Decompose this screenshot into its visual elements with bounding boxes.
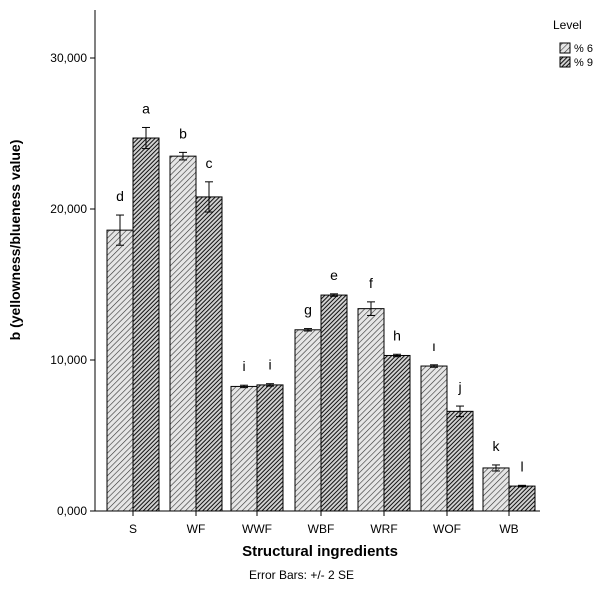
legend-label-series-2: % 9 <box>574 57 593 69</box>
significance-letter: k <box>493 438 501 454</box>
significance-letter: l <box>520 458 523 474</box>
significance-letter: g <box>304 302 312 318</box>
bar-wb-series-1 <box>482 467 510 512</box>
y-tick-label: 20,000 <box>50 202 87 216</box>
significance-letter: j <box>457 379 461 395</box>
x-tick-label: WRF <box>370 522 397 536</box>
legend-swatch-series-2 <box>559 56 571 68</box>
x-tick-label: S <box>129 522 137 536</box>
bar-wf-series-1 <box>169 155 197 512</box>
significance-letter: i <box>268 357 271 373</box>
significance-letter: h <box>393 327 401 343</box>
x-tick-label: WOF <box>433 522 461 536</box>
y-axis-title: b (yellowness/blueness value) <box>7 140 23 341</box>
x-axis-title: Structural ingredients <box>242 543 398 560</box>
legend-swatch-series-1 <box>559 42 571 54</box>
x-tick-label: WB <box>499 522 518 536</box>
bar-wof-series-1 <box>420 365 448 512</box>
bar-wwf-series-1 <box>230 385 258 512</box>
y-tick-label: 10,000 <box>50 353 87 367</box>
bar-wwf-series-2 <box>256 384 284 512</box>
significance-letter: b <box>179 125 187 141</box>
bar-wb-series-2 <box>508 485 536 512</box>
bar-wrf-series-2 <box>383 354 411 512</box>
y-tick-label: 0,000 <box>57 504 87 518</box>
legend-label-series-1: % 6 <box>574 43 593 55</box>
significance-letter: a <box>142 100 150 116</box>
x-tick-label: WWF <box>242 522 272 536</box>
bar-wbf-series-2 <box>320 294 348 512</box>
significance-letter: f <box>369 275 373 291</box>
y-tick-label: 30,000 <box>50 51 87 65</box>
bar-wof-series-2 <box>446 410 474 512</box>
bar-s-series-2 <box>132 137 160 512</box>
significance-letter: d <box>116 188 124 204</box>
bar-s-series-1 <box>106 229 134 512</box>
significance-letter: c <box>206 155 213 171</box>
significance-letter: i <box>242 358 245 374</box>
x-tick-label: WBF <box>308 522 335 536</box>
x-tick-label: WF <box>187 522 206 536</box>
bar-wbf-series-1 <box>294 329 322 512</box>
bar-wrf-series-1 <box>357 308 385 512</box>
significance-letter: e <box>330 267 338 283</box>
error-bars-footnote: Error Bars: +/- 2 SE <box>248 568 355 582</box>
bar-wf-series-2 <box>195 196 223 512</box>
legend-title: Level <box>553 18 582 32</box>
significance-letter: ı <box>432 338 436 354</box>
